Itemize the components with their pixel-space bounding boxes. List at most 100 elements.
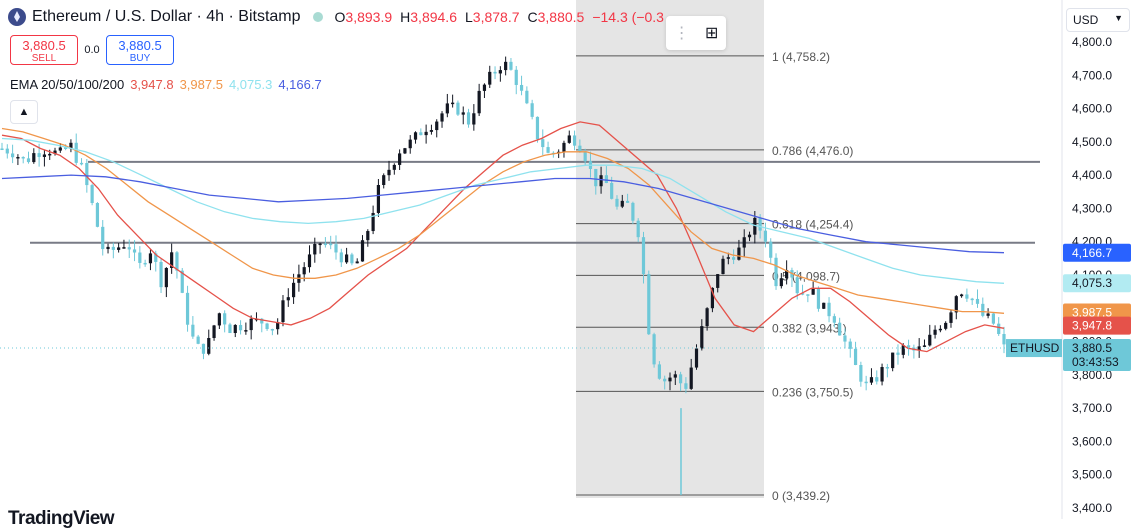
candle-body <box>276 322 280 330</box>
y-tick-label: 3,500.0 <box>1072 468 1112 482</box>
candle-body <box>5 148 9 154</box>
candle-body <box>986 313 990 316</box>
chart-header: Ethereum / U.S. Dollar · 4h · Bitstamp O… <box>8 8 664 26</box>
candle-body <box>95 203 100 227</box>
candle-body <box>291 282 296 298</box>
candle-body <box>217 313 221 326</box>
sell-button[interactable]: 3,880.5 SELL <box>10 35 78 65</box>
y-tick-label: 4,700.0 <box>1072 68 1112 82</box>
buy-button[interactable]: 3,880.5 BUY <box>106 35 174 65</box>
ema-legend[interactable]: EMA 20/50/100/200 3,947.8 3,987.5 4,075.… <box>10 77 322 92</box>
candle-body <box>981 303 985 316</box>
ema-legend-label: EMA 20/50/100/200 <box>10 77 125 92</box>
candle-body <box>16 156 20 159</box>
candle-body <box>419 132 423 136</box>
candle-body <box>493 71 497 74</box>
y-tick-label: 4,800.0 <box>1072 35 1112 49</box>
candle-body <box>673 374 677 378</box>
candle-body <box>530 103 534 117</box>
candle-body <box>201 343 206 354</box>
candle-body <box>562 142 566 152</box>
candle-body <box>705 308 709 327</box>
candle-body <box>625 200 630 203</box>
candle-body <box>281 300 285 323</box>
candle-body <box>663 378 667 382</box>
candle-body <box>477 90 481 114</box>
candle-body <box>260 318 264 324</box>
candle-body <box>716 274 720 288</box>
candle-body <box>668 377 672 382</box>
candle-body <box>753 217 757 235</box>
ema50-value: 3,987.5 <box>179 77 223 92</box>
candle-body <box>170 252 174 268</box>
candle-body <box>329 243 333 246</box>
candle-body <box>196 336 200 344</box>
candle-body <box>440 113 444 122</box>
candle-body <box>435 121 439 131</box>
price-label: 3,987.5 <box>1072 305 1112 319</box>
market-status-icon[interactable] <box>312 12 323 22</box>
candle-body <box>429 130 434 132</box>
candle-body <box>106 246 110 250</box>
candle-body <box>822 302 826 309</box>
candle-body <box>85 163 89 186</box>
candle-body <box>482 84 487 91</box>
currency-select[interactable]: USD ▼ <box>1066 8 1130 32</box>
candle-body <box>615 198 619 207</box>
price-label-bg <box>1063 274 1131 293</box>
candle-body <box>223 313 227 325</box>
last-price-value: 3,880.5 <box>1072 341 1112 355</box>
candle-body <box>175 252 179 271</box>
fib-level-label: 0.618 (4,254.4) <box>772 218 853 232</box>
candle-body <box>286 297 290 301</box>
tradingview-watermark[interactable]: TradingView <box>8 508 115 529</box>
candle-body <box>578 145 582 152</box>
object-tree-icon[interactable]: ⊞ <box>704 25 719 42</box>
chart-canvas[interactable]: 4,800.0 4,700.0 4,600.0 4,500.0 4,400.0 4,300… <box>0 0 1138 519</box>
fib-level-label: 0.5 (4,098.7) <box>772 269 840 283</box>
candle-body <box>148 253 153 264</box>
candle-body <box>350 254 354 264</box>
candle-body <box>58 147 62 151</box>
drag-handle-icon[interactable]: ⋮ <box>673 25 690 42</box>
candle-body <box>101 226 105 250</box>
candle-body <box>525 90 529 104</box>
candle-body <box>906 345 911 348</box>
candle-body <box>546 147 550 153</box>
trade-panel: 3,880.5 SELL 0.0 3,880.5 BUY <box>10 35 174 65</box>
chevron-up-icon[interactable]: ▲ <box>10 100 38 124</box>
ohlc-readout: O3,893.9 H3,894.6 L3,878.7 C3,880.5 −14.… <box>334 9 664 25</box>
candle-body <box>132 249 137 253</box>
candle-body <box>944 322 948 329</box>
candle-body <box>806 294 810 296</box>
candle-body <box>811 288 815 295</box>
candle-body <box>636 220 640 238</box>
candle-body <box>498 70 502 74</box>
candle-body <box>859 365 863 382</box>
candle-body <box>901 345 905 355</box>
candle-body <box>360 240 365 262</box>
candle-body <box>212 325 216 339</box>
price-label-bg <box>1063 243 1131 262</box>
candle-body <box>742 237 746 248</box>
y-tick-label: 4,500.0 <box>1072 135 1112 149</box>
ema20-value: 3,947.8 <box>130 77 174 92</box>
candle-body <box>594 168 598 187</box>
candle-body <box>779 278 783 287</box>
candle-body <box>154 253 158 262</box>
candle-body <box>249 318 253 331</box>
candle-body <box>694 348 699 368</box>
ema50-line <box>1 127 1005 314</box>
candle-body <box>366 231 370 241</box>
candle-body <box>53 150 57 154</box>
candle-body <box>244 330 248 332</box>
candle-body <box>869 377 874 383</box>
y-tick-label: 3,800.0 <box>1072 368 1112 382</box>
symbol-title[interactable]: Ethereum / U.S. Dollar · 4h · Bitstamp <box>32 8 301 25</box>
ema200-line <box>1 174 1005 254</box>
candle-body <box>376 185 381 213</box>
candle-body <box>26 158 31 163</box>
candle-body <box>970 298 974 301</box>
candle-body <box>207 338 211 354</box>
candle-body <box>774 257 778 287</box>
